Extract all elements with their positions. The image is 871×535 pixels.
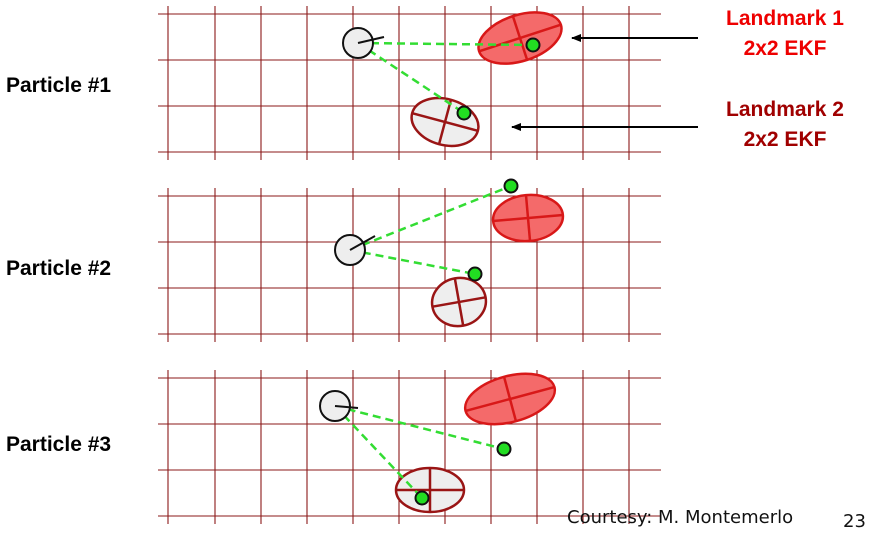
grid-panel-2 [158,188,661,342]
measurement-point-l1-particle-2 [503,178,519,194]
grid-panel-1 [158,6,661,160]
page-number: 23 [843,511,866,532]
particle-2-label: Particle #2 [6,257,112,280]
robot-particle-1 [342,27,385,59]
ellipse-minor-axis [524,194,532,242]
measurement-lines [334,41,534,499]
robot-heading [357,36,385,44]
measurement-line [334,404,505,451]
measurement-point-l2-particle-1 [456,105,472,121]
landmark-2-name: Landmark 2 [726,98,844,121]
measurement-line [349,184,512,252]
landmark-1-label: Landmark 1 2x2 EKF [695,4,871,64]
landmark-2-ellipse-particle-3 [394,466,466,514]
measurement-line [349,248,476,276]
measurement-line [334,405,423,499]
grids [158,6,661,524]
robot-particle-3 [319,390,359,422]
ellipse-minor-axis [502,376,518,422]
landmark-1-name: Landmark 1 [726,7,844,30]
ellipse-minor-axis [511,15,529,61]
robot-heading [334,405,359,409]
landmark-ellipses [394,11,565,514]
measurement-line [357,41,465,115]
landmark-1-filter: 2x2 EKF [743,37,827,60]
landmark-1-ellipse-particle-1 [477,11,563,65]
landmark-2-filter: 2x2 EKF [743,128,827,151]
robot-heading [349,235,376,251]
landmark-2-label: Landmark 2 2x2 EKF [695,95,871,155]
measurement-point-l1-particle-3 [496,441,512,457]
robot-poses [319,27,385,422]
robot-particle-2 [334,234,376,266]
measurement-point-l2-particle-3 [414,490,430,506]
particle-1-label: Particle #1 [6,74,112,97]
measurement-point-l1-particle-1 [525,37,541,53]
courtesy-credit: Courtesy: M. Montemerlo [567,507,794,528]
landmark-1-ellipse-particle-3 [463,372,557,426]
particle-3-label: Particle #3 [6,433,112,456]
ellipse-minor-axis [453,278,465,326]
ellipse-minor-axis [437,99,453,145]
measurement-points [414,37,541,506]
landmark-1-ellipse-particle-2 [491,193,565,243]
measurement-line [357,41,534,47]
measurement-point-l2-particle-2 [467,266,483,282]
landmark-2-ellipse-particle-2 [430,276,488,328]
label-arrows [511,34,698,131]
